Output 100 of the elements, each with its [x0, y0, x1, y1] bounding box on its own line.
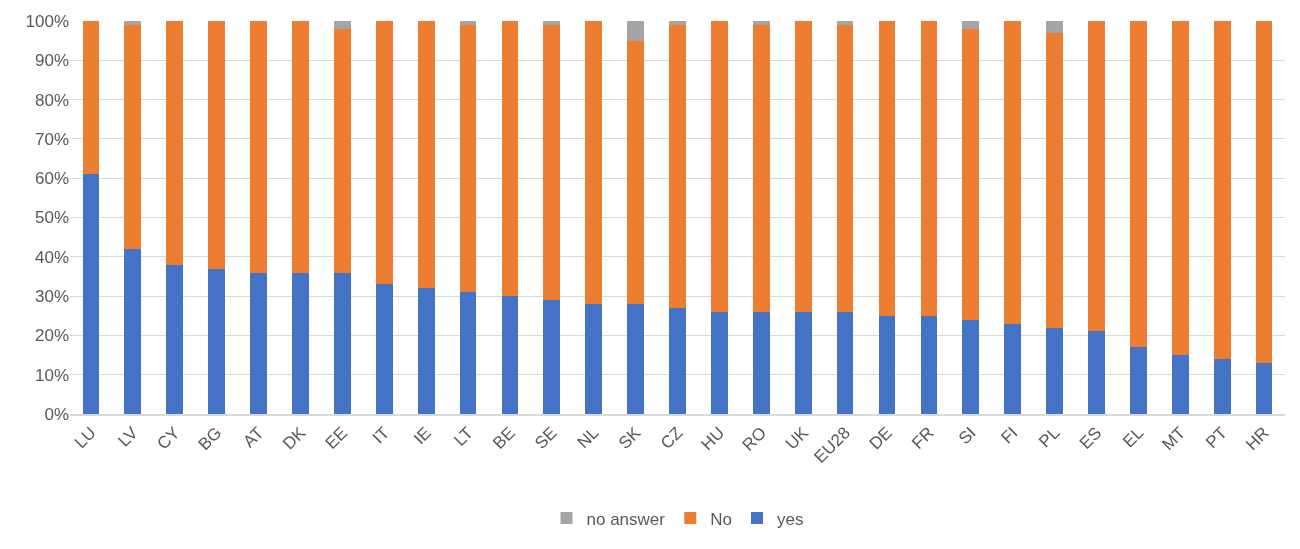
bar [962, 319, 980, 414]
bar [292, 21, 309, 273]
x-tick-label: ES [1075, 423, 1106, 453]
bar [417, 288, 435, 414]
bar [166, 264, 184, 414]
bar [752, 311, 770, 414]
bar [794, 21, 812, 312]
bar [1088, 21, 1105, 332]
y-tick-label: 80% [34, 90, 69, 110]
bar [711, 311, 728, 414]
x-tick-label: SE [531, 423, 561, 453]
x-tick-label: LT [450, 423, 477, 450]
bar [501, 21, 519, 297]
x-tick-label: DK [279, 422, 310, 454]
bar [1171, 355, 1189, 414]
x-tick-label: BG [194, 423, 226, 455]
bar [1046, 327, 1063, 414]
bar [250, 272, 267, 414]
bar [669, 21, 686, 25]
y-tick-label: 20% [34, 326, 69, 346]
x-tick-label: EE [321, 423, 352, 453]
x-tick-label: DE [865, 423, 896, 454]
bar [920, 315, 938, 414]
bar [1004, 21, 1022, 324]
bar [543, 300, 561, 414]
bar [124, 21, 142, 25]
bar [836, 21, 854, 25]
bar [1088, 331, 1105, 414]
x-tick-label: HU [697, 423, 729, 455]
y-tick-label: 50% [34, 208, 69, 228]
bar [292, 272, 309, 414]
bar [1213, 21, 1231, 359]
bar [1046, 32, 1063, 328]
bar [459, 24, 477, 293]
bar [543, 24, 561, 301]
x-tick-label: PT [1202, 423, 1231, 453]
bar [920, 21, 938, 316]
x-tick-label: IT [368, 423, 394, 448]
bar [166, 21, 184, 265]
x-tick-label: LV [114, 422, 143, 451]
y-tick-label: 90% [34, 51, 69, 71]
x-tick-label: HR [1242, 423, 1273, 455]
bar [543, 21, 561, 25]
bar [501, 296, 519, 414]
x-tick-label: NL [573, 423, 603, 453]
bar [82, 174, 100, 414]
x-tick-label: AT [239, 423, 268, 452]
bar [208, 21, 226, 269]
x-tick-label: SK [614, 422, 645, 453]
bar [585, 303, 603, 414]
y-tick-label: 10% [34, 365, 69, 385]
x-tick-label: SI [954, 423, 980, 449]
legend-label: yes [777, 509, 804, 529]
bar [375, 21, 393, 285]
bar [1213, 358, 1231, 414]
y-tick-label: 100% [25, 11, 69, 31]
bar [1255, 21, 1273, 363]
bar [669, 307, 686, 414]
bar [962, 28, 980, 320]
bar [459, 21, 477, 25]
bar [417, 21, 435, 289]
y-tick-label: 40% [34, 247, 69, 267]
x-tick-label: RO [738, 423, 771, 455]
bar [627, 303, 644, 414]
y-tick-label: 70% [34, 129, 69, 149]
bar [752, 21, 770, 25]
bar [585, 21, 603, 304]
bar [794, 311, 812, 414]
bar [836, 311, 854, 414]
y-tick-label: 0% [44, 404, 69, 424]
bar [627, 21, 644, 41]
x-tick-label: IE [410, 423, 435, 449]
x-tick-label: MT [1158, 423, 1190, 455]
bar [375, 284, 393, 414]
x-tick-label: CY [153, 423, 184, 454]
x-tick-label: PL [1035, 423, 1064, 452]
bar [124, 24, 142, 249]
bar [878, 21, 896, 316]
y-tick-label: 60% [34, 169, 69, 189]
bar [1004, 323, 1022, 414]
bar [1255, 362, 1273, 414]
bar [333, 272, 351, 414]
x-tick-label: LU [70, 423, 100, 453]
bar [333, 28, 351, 273]
bar [1046, 21, 1063, 33]
bar [250, 21, 267, 273]
bar [962, 21, 980, 29]
y-tick-label: 30% [34, 287, 69, 307]
bar [459, 292, 477, 414]
bar [1129, 347, 1147, 414]
bar [1171, 21, 1189, 356]
bar [124, 248, 142, 414]
x-tick-label: BE [489, 423, 519, 453]
bar [1129, 21, 1147, 348]
bar [752, 24, 770, 312]
bar [711, 21, 728, 312]
x-tick-label: UK [781, 422, 813, 454]
legend-label: no answer [586, 509, 666, 529]
x-tick-label: CZ [656, 423, 687, 453]
bar [208, 268, 226, 414]
